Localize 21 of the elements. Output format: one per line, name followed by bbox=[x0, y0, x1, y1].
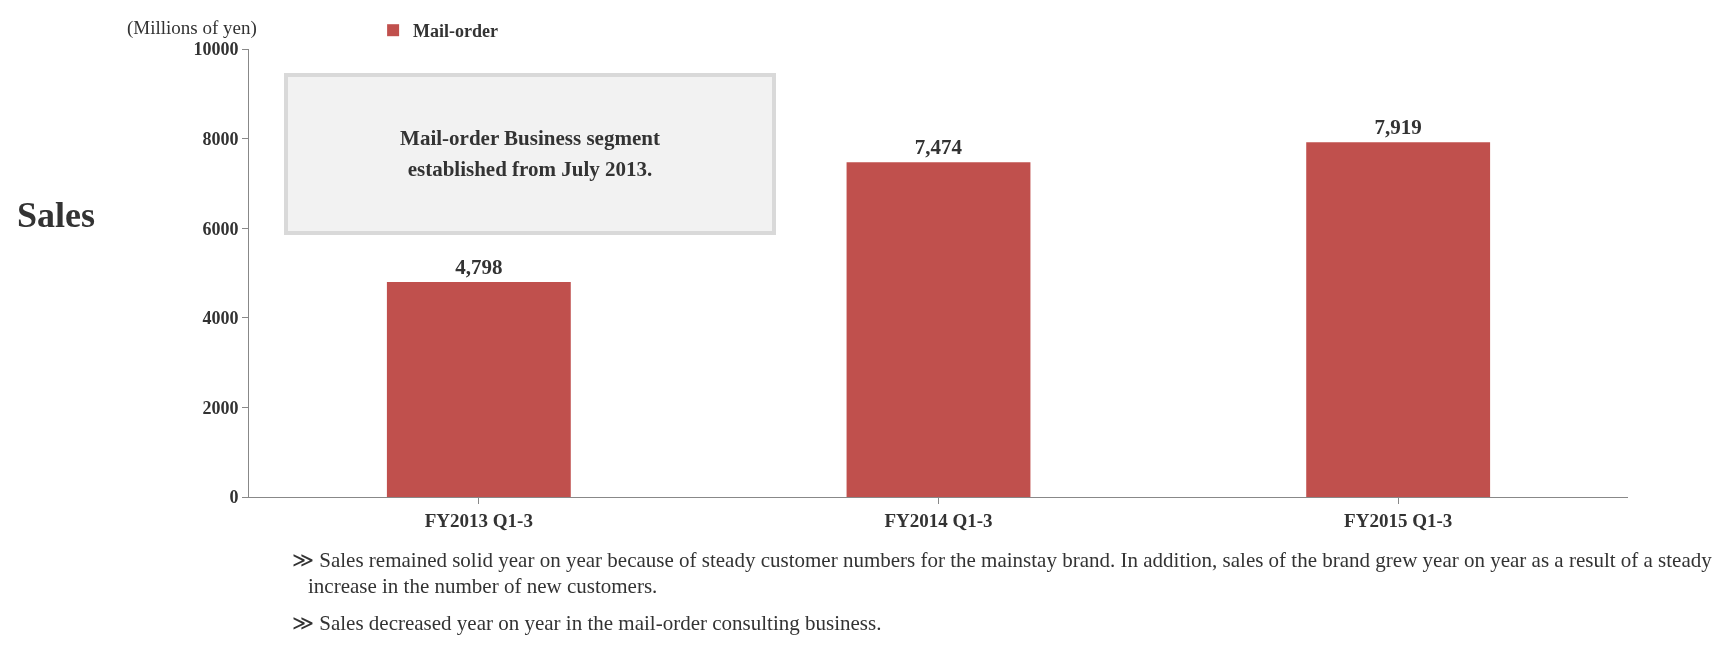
text: Sales bbox=[17, 195, 96, 235]
note-box: Mail-order Business segment established from July 2013. bbox=[284, 73, 776, 235]
y-axis-title: (Millions of yen) bbox=[127, 17, 257, 39]
x-tick-label: FY2014 Q1-3 bbox=[884, 509, 993, 531]
y-tick-label: 8000 bbox=[202, 128, 239, 149]
text: 7,474 bbox=[914, 135, 962, 160]
text: ≫ Sales decreased year on year in the mail-order consulting business. bbox=[292, 609, 883, 636]
y-tick-label: 6000 bbox=[202, 218, 239, 239]
y-tick-label: 10000 bbox=[193, 39, 239, 60]
text: 7,919 bbox=[1374, 115, 1422, 140]
x-tick-label: FY2013 Q1-3 bbox=[424, 509, 533, 531]
text: 4,798 bbox=[455, 255, 503, 280]
y-tick-label: 2000 bbox=[202, 397, 239, 418]
bar bbox=[386, 282, 571, 497]
bar bbox=[846, 162, 1031, 497]
legend-label: Mail-order bbox=[413, 21, 499, 42]
y-tick-label: 4000 bbox=[202, 308, 239, 329]
x-tick-label: FY2015 Q1-3 bbox=[1344, 509, 1453, 531]
text: ≫ Sales remained solid year on year because of steady customer numbers for the mainstay brand. In addition, sales of the brand grew year on year as a result of a steady increase in the number of new customers. bbox=[292, 547, 1713, 600]
y-tick-label: 0 bbox=[229, 487, 239, 508]
bar bbox=[1306, 142, 1491, 497]
